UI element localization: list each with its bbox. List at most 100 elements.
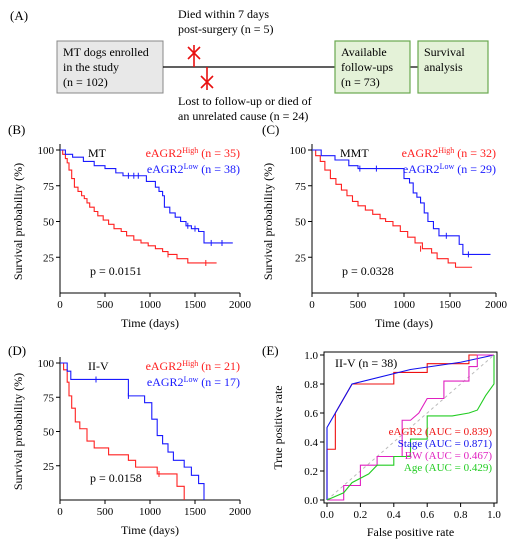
x-tick-label: 1.0 [487, 509, 501, 521]
legend-entry-2: BW (AUC = 0.467) [405, 450, 493, 462]
x-axis-label: Time (days) [375, 316, 433, 330]
x-tick-label: 2000 [229, 299, 252, 311]
enrolled-box [56, 40, 164, 94]
series-line-1 [326, 354, 495, 500]
flowchart-panel: (A) MT dogs enrolled in the study (n = 1… [10, 7, 489, 123]
x-tick-label: 2000 [485, 299, 508, 311]
y-axis-label: Survival probability (%) [261, 163, 275, 280]
y-tick-label: 100 [290, 145, 307, 157]
y-tick-label: 50 [295, 217, 307, 229]
x-tick-label: 500 [97, 299, 114, 311]
legend-entry-1: eAGR2Low (n = 29) [403, 162, 496, 176]
y-axis-label: Survival probability (%) [11, 163, 25, 280]
series-line-1 [60, 362, 205, 500]
y-tick-label: 50 [43, 427, 55, 439]
x-tick-label: 0 [57, 299, 63, 311]
chart-panel-0: (B) 0 500 1000 1500 2000 25 50 75 100 Time (days) S… [8, 122, 252, 330]
legend-entry-1: Stage (AUC = 0.871) [398, 438, 493, 450]
p-value: p = 0.0328 [342, 264, 394, 278]
lost-text-1: Lost to follow-up or died of [178, 94, 312, 108]
x-tick-label: 2000 [229, 506, 252, 518]
chart-subtitle: MT [88, 146, 107, 160]
x-tick-label: 0.6 [420, 509, 434, 521]
died-text-1: Died within 7 days [178, 7, 269, 21]
y-tick-label: 1.0 [304, 350, 318, 362]
enrolled-text-2: in the study [63, 60, 119, 74]
chart-subtitle: II-V (n = 38) [335, 356, 397, 370]
chart-subtitle: II-V [88, 359, 109, 373]
p-value: p = 0.0158 [90, 471, 142, 485]
legend-entry-0: eAGR2High (n = 32) [402, 146, 496, 160]
legend-entry-0: eAGR2High (n = 35) [146, 146, 240, 160]
panel-label: (C) [262, 122, 279, 137]
y-tick-label: 0.2 [304, 466, 318, 478]
y-tick-label: 0.8 [304, 379, 318, 391]
series-line-0 [60, 149, 217, 264]
y-tick-label: 0.4 [304, 437, 318, 449]
y-tick-label: 75 [43, 181, 55, 193]
lost-cross-icon [200, 67, 214, 90]
chart-panel-1: (C) 0 500 1000 1500 2000 25 50 75 100 Time (days) S… [261, 122, 508, 330]
x-tick-label: 0.4 [387, 509, 401, 521]
x-axis-label: False positive rate [367, 525, 454, 539]
legend-entry-0: eAGR2High (n = 21) [146, 359, 240, 373]
panel-label-a: (A) [10, 8, 28, 23]
y-tick-label: 25 [295, 252, 307, 264]
x-tick-label: 0 [309, 299, 315, 311]
legend-entry-1: eAGR2Low (n = 38) [147, 162, 240, 176]
y-tick-label: 75 [295, 181, 307, 193]
panel-label: (B) [8, 122, 25, 137]
legend-entry-3: Age (AUC = 0.429) [404, 462, 492, 474]
series-line-2 [327, 354, 494, 501]
followup-text-3: (n = 73) [341, 75, 380, 89]
chart-panel-3: (E) 0.0 0.2 0.4 0.6 0.8 1.0 0.0 0.2 0.4 0.6 0.8 1.0 F… [262, 343, 501, 539]
y-tick-label: 25 [43, 461, 55, 473]
y-tick-label: 100 [38, 145, 55, 157]
x-tick-label: 500 [350, 299, 367, 311]
enrolled-text-1: MT dogs enrolled [63, 45, 149, 59]
y-tick-label: 75 [43, 392, 55, 404]
x-tick-label: 1500 [184, 299, 207, 311]
followup-text-2: follow-ups [341, 60, 393, 74]
panel-label: (D) [8, 343, 26, 358]
survival-text-1: Survival [424, 45, 465, 59]
series-line-0 [326, 354, 494, 500]
series-line-0 [60, 362, 185, 500]
x-tick-label: 1000 [139, 299, 162, 311]
x-tick-label: 1000 [393, 299, 416, 311]
y-tick-label: 100 [38, 358, 55, 370]
panel-label: (E) [262, 343, 279, 358]
x-tick-label: 0 [57, 506, 63, 518]
x-tick-label: 1000 [139, 506, 162, 518]
y-tick-label: 50 [43, 217, 55, 229]
legend-entry-1: eAGR2Low (n = 17) [147, 375, 240, 389]
series-line-0 [312, 149, 473, 268]
series-line-1 [312, 149, 491, 255]
x-tick-label: 1500 [184, 506, 207, 518]
y-axis-label: True positive rate [271, 385, 285, 469]
y-tick-label: 0.0 [304, 495, 318, 507]
y-axis-label: Survival probability (%) [11, 373, 25, 490]
y-tick-label: 25 [43, 252, 55, 264]
x-tick-label: 0.2 [354, 509, 368, 521]
x-axis-label: Time (days) [121, 316, 179, 330]
y-tick-label: 0.6 [304, 408, 318, 420]
chart-subtitle: MMT [340, 146, 369, 160]
died-cross-icon [187, 45, 201, 67]
enrolled-text-3: (n = 102) [63, 75, 108, 89]
survival-box [417, 40, 489, 94]
series-line-3 [326, 355, 495, 501]
x-tick-label: 0.0 [320, 509, 334, 521]
p-value: p = 0.0151 [90, 264, 142, 278]
x-tick-label: 0.8 [454, 509, 468, 521]
x-tick-label: 1500 [439, 299, 462, 311]
followup-text-1: Available [341, 45, 387, 59]
x-axis-label: Time (days) [121, 523, 179, 537]
survival-text-2: analysis [424, 60, 463, 74]
plot-frame [323, 351, 498, 504]
died-text-2: post-surgery (n = 5) [178, 22, 274, 36]
diagonal-reference [326, 354, 495, 501]
followup-box [334, 40, 411, 94]
